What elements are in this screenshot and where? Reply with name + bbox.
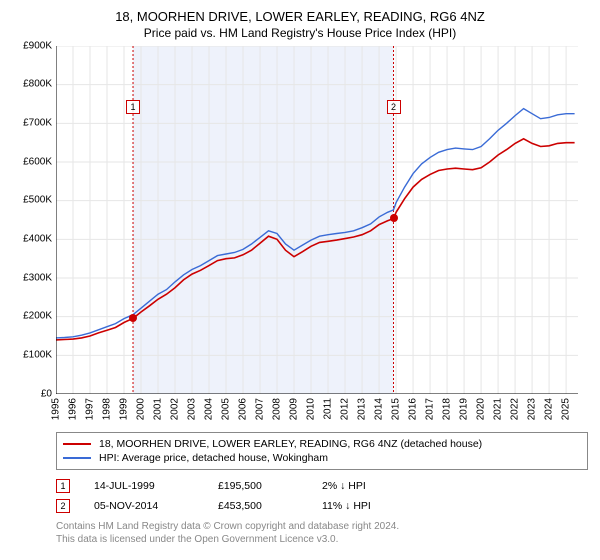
- x-axis-tick-label: 1996: [68, 398, 79, 420]
- y-axis-tick-label: £900K: [12, 40, 52, 51]
- x-axis-tick-label: 2009: [289, 398, 300, 420]
- chart-svg: [56, 46, 578, 394]
- y-axis-tick-label: £300K: [12, 272, 52, 283]
- sale-row: 2 05-NOV-2014 £453,500 11% ↓ HPI: [56, 496, 588, 516]
- sale-marker-box: 1: [126, 100, 140, 114]
- y-axis-tick-label: £700K: [12, 117, 52, 128]
- x-axis-tick-label: 2000: [136, 398, 147, 420]
- x-axis-tick-label: 2021: [493, 398, 504, 420]
- sale-price: £195,500: [218, 480, 298, 492]
- x-axis-tick-label: 1998: [102, 398, 113, 420]
- x-axis-tick-label: 2023: [527, 398, 538, 420]
- x-axis-tick-label: 2011: [323, 398, 334, 420]
- x-axis-tick-label: 2024: [544, 398, 555, 420]
- plot-area: £0£100K£200K£300K£400K£500K£600K£700K£80…: [56, 46, 588, 394]
- chart-title: 18, MOORHEN DRIVE, LOWER EARLEY, READING…: [12, 8, 588, 26]
- y-axis-tick-label: £500K: [12, 195, 52, 206]
- sale-date: 14-JUL-1999: [94, 480, 194, 492]
- attribution: Contains HM Land Registry data © Crown c…: [56, 520, 588, 546]
- y-axis-tick-label: £800K: [12, 79, 52, 90]
- y-axis-tick-label: £100K: [12, 349, 52, 360]
- x-axis-tick-label: 2013: [357, 398, 368, 420]
- sale-marker-dot: [390, 214, 398, 222]
- y-axis-tick-label: £400K: [12, 233, 52, 244]
- legend-item: 18, MOORHEN DRIVE, LOWER EARLEY, READING…: [63, 437, 581, 451]
- sale-marker-dot: [129, 314, 137, 322]
- sale-delta: 2% ↓ HPI: [322, 480, 366, 492]
- x-axis-tick-label: 2012: [340, 398, 351, 420]
- x-axis-tick-label: 2019: [459, 398, 470, 420]
- attribution-line: This data is licensed under the Open Gov…: [56, 533, 588, 546]
- legend-label: 18, MOORHEN DRIVE, LOWER EARLEY, READING…: [99, 438, 482, 450]
- x-axis-tick-label: 2007: [255, 398, 266, 420]
- x-axis-tick-label: 2022: [510, 398, 521, 420]
- x-axis-tick-label: 2016: [408, 398, 419, 420]
- y-axis-tick-label: £0: [12, 388, 52, 399]
- legend-item: HPI: Average price, detached house, Woki…: [63, 451, 581, 465]
- sale-marker-box: 2: [387, 100, 401, 114]
- x-axis-tick-label: 2003: [187, 398, 198, 420]
- sale-date: 05-NOV-2014: [94, 500, 194, 512]
- legend-label: HPI: Average price, detached house, Woki…: [99, 452, 328, 464]
- x-axis-tick-label: 2006: [238, 398, 249, 420]
- x-axis-tick-label: 2010: [306, 398, 317, 420]
- x-axis-tick-label: 2004: [204, 398, 215, 420]
- x-axis-tick-label: 2014: [374, 398, 385, 420]
- x-axis-tick-label: 2017: [425, 398, 436, 420]
- legend-swatch: [63, 443, 91, 445]
- x-axis-tick-label: 1999: [119, 398, 130, 420]
- sale-row: 1 14-JUL-1999 £195,500 2% ↓ HPI: [56, 476, 588, 496]
- x-axis-tick-label: 2001: [153, 398, 164, 420]
- sale-price: £453,500: [218, 500, 298, 512]
- sales-table: 1 14-JUL-1999 £195,500 2% ↓ HPI 2 05-NOV-2014…: [56, 476, 588, 516]
- x-axis-tick-label: 1995: [51, 398, 62, 420]
- y-axis-tick-label: £200K: [12, 311, 52, 322]
- x-axis-tick-label: 2018: [442, 398, 453, 420]
- legend: 18, MOORHEN DRIVE, LOWER EARLEY, READING…: [56, 432, 588, 470]
- attribution-line: Contains HM Land Registry data © Crown c…: [56, 520, 588, 533]
- chart-subtitle: Price paid vs. HM Land Registry's House …: [12, 26, 588, 40]
- x-axis-tick-label: 2008: [272, 398, 283, 420]
- legend-swatch: [63, 457, 91, 459]
- x-axis-tick-label: 2005: [221, 398, 232, 420]
- x-axis-tick-label: 1997: [85, 398, 96, 420]
- y-axis-tick-label: £600K: [12, 156, 52, 167]
- x-axis-tick-label: 2015: [391, 398, 402, 420]
- chart-container: 18, MOORHEN DRIVE, LOWER EARLEY, READING…: [0, 0, 600, 552]
- sale-index-box: 2: [56, 499, 70, 513]
- sale-delta: 11% ↓ HPI: [322, 500, 371, 512]
- x-axis-tick-label: 2002: [170, 398, 181, 420]
- x-axis-tick-label: 2025: [561, 398, 572, 420]
- x-axis-tick-label: 2020: [476, 398, 487, 420]
- sale-index-box: 1: [56, 479, 70, 493]
